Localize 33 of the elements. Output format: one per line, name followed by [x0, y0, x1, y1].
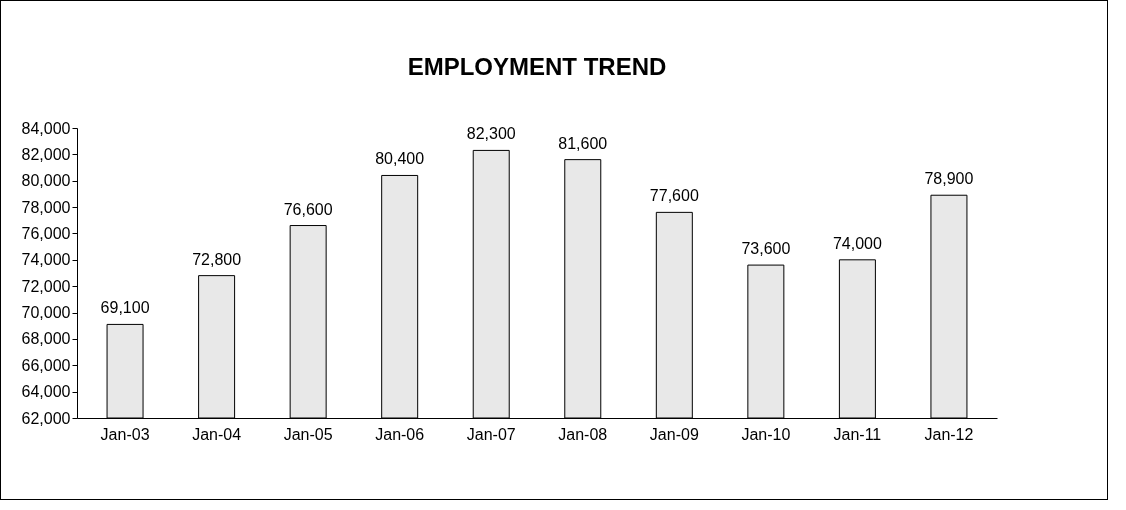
data-label: 78,900	[924, 170, 974, 188]
y-tick-label: 78,000	[21, 198, 71, 216]
x-tick-label: Jan-09	[649, 425, 699, 443]
x-tick-label: Jan-08	[558, 425, 608, 443]
data-label: 80,400	[375, 150, 425, 168]
y-tick-label: 66,000	[21, 356, 71, 374]
data-label: 82,300	[466, 125, 516, 143]
y-tick-label: 64,000	[21, 383, 71, 401]
x-tick-label: Jan-03	[100, 425, 150, 443]
x-tick-label: Jan-07	[466, 425, 516, 443]
y-tick-label: 62,000	[21, 409, 71, 427]
data-label: 73,600	[741, 240, 791, 258]
y-tick-label: 84,000	[21, 119, 71, 137]
data-label: 69,100	[100, 299, 150, 317]
chart-title: EMPLOYMENT TREND	[407, 53, 667, 80]
y-tick-label: 72,000	[21, 277, 71, 295]
data-label: 72,800	[192, 250, 242, 268]
x-tick-label: Jan-05	[283, 425, 333, 443]
x-tick-label: Jan-12	[924, 425, 974, 443]
y-tick-label: 68,000	[21, 330, 71, 348]
y-tick-label: 82,000	[21, 145, 71, 163]
data-label: 81,600	[558, 134, 608, 152]
x-tick-label: Jan-04	[192, 425, 242, 443]
y-tick-label: 70,000	[21, 304, 71, 322]
y-tick-label: 76,000	[21, 224, 71, 242]
x-tick-label: Jan-11	[833, 425, 882, 443]
data-label: 77,600	[649, 187, 699, 205]
data-label: 76,600	[283, 200, 333, 218]
data-label: 74,000	[832, 234, 882, 252]
x-tick-label: Jan-06	[375, 425, 425, 443]
y-tick-label: 74,000	[21, 251, 71, 269]
x-tick-label: Jan-10	[741, 425, 791, 443]
y-tick-label: 80,000	[21, 172, 71, 190]
